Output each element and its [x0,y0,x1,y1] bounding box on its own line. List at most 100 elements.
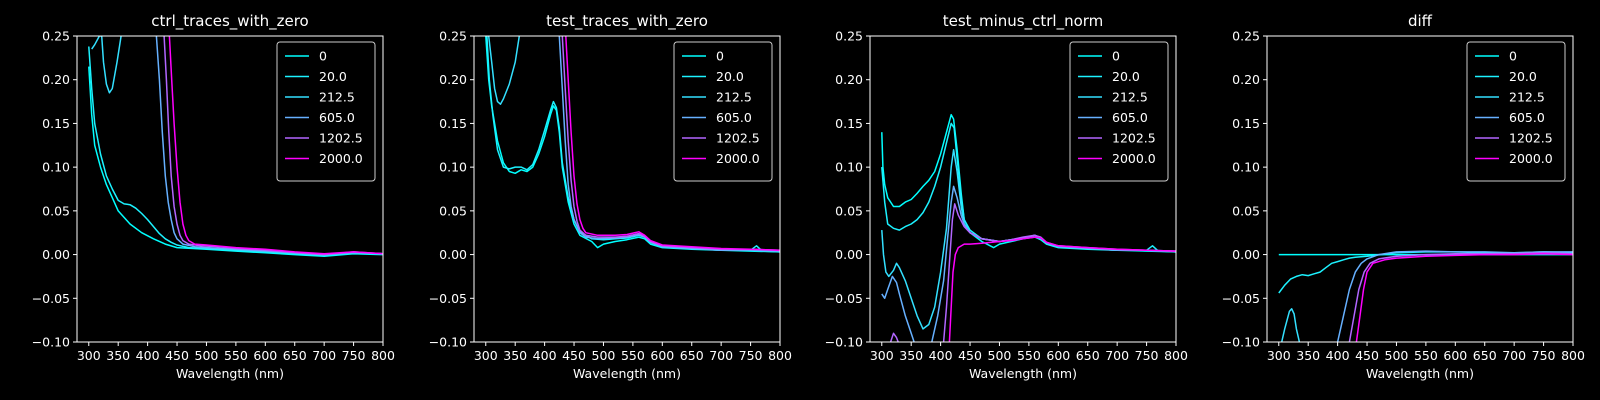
y-tick-label: 0.00 [835,247,863,262]
legend-label: 605.0 [716,110,752,125]
x-tick-label: 800 [768,348,792,363]
series-lines [1278,250,1573,342]
series-line [561,36,780,251]
y-tick-label: 0.05 [42,203,70,218]
y-tick-label: 0.10 [439,160,467,175]
series-line [889,332,899,342]
x-tick-label: 400 [533,348,557,363]
y-tick-label: −0.05 [32,291,70,306]
x-tick-label: 500 [592,348,616,363]
x-tick-label: 650 [680,348,704,363]
x-tick-label: 350 [106,348,130,363]
legend-label: 1202.5 [716,131,760,146]
chart-panel-1: 300 350 400 450 500 550 600 650 700 750 800 −0.10 −0… [32,12,395,381]
x-tick-label: 700 [709,348,733,363]
x-tick-label: 750 [739,348,763,363]
x-tick-label: 550 [621,348,645,363]
series-line [88,66,383,258]
x-tick-label: 800 [1561,348,1585,363]
x-tick-label: 300 [77,348,101,363]
x-tick-label: 300 [870,348,894,363]
legend-label: 20.0 [1509,69,1537,84]
x-tick-label: 450 [958,348,982,363]
legend-label: 605.0 [1112,110,1148,125]
y-tick-label: −0.10 [429,335,467,350]
legend-label: 0 [319,49,327,64]
x-tick-label: 650 [1076,348,1100,363]
x-tick-label: 450 [1355,348,1379,363]
chart-panel-2: 300 350 400 450 500 550 600 650 700 750 800 −0.10 −0… [429,12,792,381]
x-tick-label: 750 [1532,348,1556,363]
x-tick-label: 350 [1296,348,1320,363]
legend-label: 20.0 [1112,69,1140,84]
series-line [931,185,1176,342]
plot-frame [1266,35,1574,343]
legend-label: 1202.5 [319,131,363,146]
y-tick-label: 0.10 [835,160,863,175]
x-tick-label: 400 [1326,348,1350,363]
x-tick-label: 750 [342,348,366,363]
series-line [881,275,915,342]
x-tick-label: 400 [136,348,160,363]
y-tick-label: 0.15 [1232,116,1260,131]
x-tick-label: 350 [503,348,527,363]
series-line [1336,250,1573,342]
y-tick-label: 0.25 [439,29,467,44]
x-tick-label: 550 [224,348,248,363]
x-tick-label: 700 [1502,348,1526,363]
legend-label: 20.0 [716,69,744,84]
legend-label: 2000.0 [1509,151,1553,166]
y-tick-label: 0.05 [1232,203,1260,218]
x-tick-label: 650 [283,348,307,363]
legend-label: 212.5 [1112,90,1148,105]
series-line [1280,308,1301,342]
y-tick-label: −0.05 [825,291,863,306]
x-tick-label: 300 [1267,348,1291,363]
x-tick-label: 800 [1164,348,1188,363]
x-tick-label: 650 [1473,348,1497,363]
legend-label: 2000.0 [319,151,363,166]
y-tick-label: 0.05 [439,203,467,218]
legend-label: 1202.5 [1112,131,1156,146]
y-tick-label: −0.10 [825,335,863,350]
y-tick-label: 0.05 [835,203,863,218]
legend-label: 212.5 [319,90,355,105]
x-axis-label: Wavelength (nm) [176,366,284,381]
legend-label: 212.5 [1509,90,1545,105]
y-tick-label: 0.20 [1232,72,1260,87]
y-tick-label: −0.10 [32,335,70,350]
series-line [1355,252,1573,342]
series-line [565,36,780,251]
y-tick-label: 0.25 [835,29,863,44]
legend-label: 605.0 [1509,110,1545,125]
x-axis-label: Wavelength (nm) [1366,366,1474,381]
x-axis-label: Wavelength (nm) [573,366,681,381]
chart-panel-3: 300 350 400 450 500 550 600 650 700 750 800 −0.10 −0… [825,12,1188,381]
chart-title: diff [1408,12,1433,30]
y-tick-label: 0.00 [42,247,70,262]
x-tick-label: 500 [195,348,219,363]
chart-title: test_traces_with_zero [546,12,708,31]
legend-label: 2000.0 [716,151,760,166]
series-line [1278,251,1573,294]
y-tick-label: 0.00 [1232,247,1260,262]
series-lines [881,113,1176,342]
y-tick-label: 0.25 [1232,29,1260,44]
legend-label: 0 [1112,49,1120,64]
series-line [558,36,780,252]
series-line [1348,252,1573,342]
x-tick-label: 550 [1414,348,1438,363]
y-tick-label: 0.00 [439,247,467,262]
series-line [163,36,383,256]
legend-label: 0 [716,49,724,64]
x-tick-label: 300 [474,348,498,363]
y-tick-label: 0.10 [42,160,70,175]
legend-label: 212.5 [716,90,752,105]
x-tick-label: 350 [899,348,923,363]
x-tick-label: 700 [1105,348,1129,363]
x-tick-label: 750 [1135,348,1159,363]
series-line [487,36,521,105]
legend-label: 20.0 [319,69,347,84]
y-tick-label: 0.20 [439,72,467,87]
